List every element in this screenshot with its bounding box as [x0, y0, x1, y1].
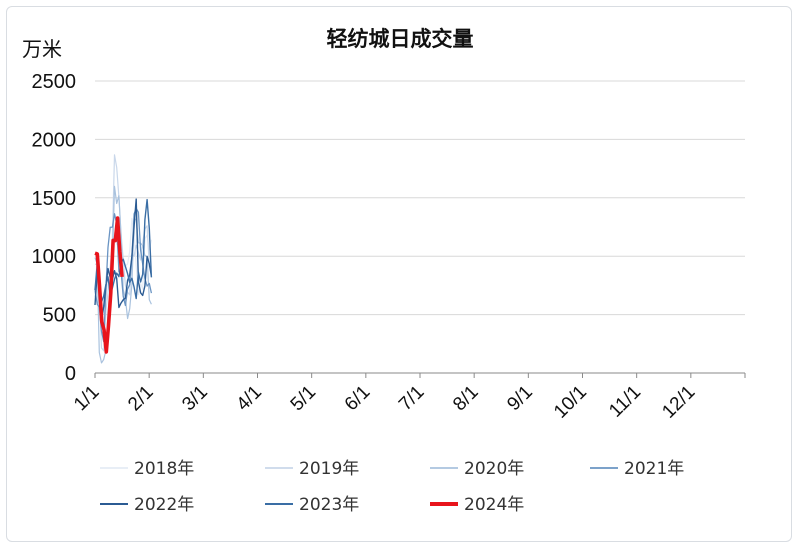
legend-label-2023年: 2023年 [299, 495, 359, 515]
series-line-2024年 [94, 216, 124, 354]
series-lines [94, 154, 153, 364]
series-line-2021年 [94, 207, 153, 343]
gridlines [95, 80, 745, 316]
x-tick-label-8/1: 8/1 [449, 382, 483, 416]
legend-label-2020年: 2020年 [464, 459, 524, 479]
series-line-2023年 [94, 198, 153, 303]
x-tick-label-6/1: 6/1 [341, 382, 375, 416]
y-tick-label-1500: 1500 [32, 188, 77, 210]
y-axis-ticks: 0 500 1000 1500 2000 2500 [32, 71, 77, 385]
legend-label-2018年: 2018年 [134, 459, 194, 479]
legend: 2018年 2019年 2020年 2021年 2022年 2023年 2024年 [100, 459, 684, 515]
y-tick-label-1000: 1000 [32, 246, 77, 268]
x-tick-label-11/1: 11/1 [605, 382, 645, 422]
x-tick-label-1/1: 1/1 [70, 382, 104, 416]
x-axis: 1/1 2/1 3/1 4/1 5/1 6/1 7/1 8/1 9/1 10/1 11/1 12/1 [70, 372, 746, 423]
x-tick-label-9/1: 9/1 [503, 382, 537, 416]
y-tick-label-0: 0 [65, 363, 76, 385]
chart-title: 轻纺城日成交量 [327, 27, 474, 51]
series-line-2022年 [94, 198, 153, 322]
x-tick-label-10/1: 10/1 [550, 382, 591, 423]
y-tick-label-2500: 2500 [32, 71, 77, 93]
y-axis-unit: 万米 [22, 37, 62, 61]
x-tick-label-12/1: 12/1 [658, 382, 699, 423]
y-tick-label-2000: 2000 [32, 129, 77, 151]
y-tick-label-500: 500 [43, 305, 76, 327]
x-tick-label-4/1: 4/1 [233, 382, 267, 416]
legend-label-2022年: 2022年 [134, 495, 194, 515]
legend-label-2021年: 2021年 [624, 459, 684, 479]
legend-label-2019年: 2019年 [299, 459, 359, 479]
x-tick-label-2/1: 2/1 [124, 382, 158, 416]
legend-label-2024年: 2024年 [464, 495, 524, 515]
x-tick-label-5/1: 5/1 [287, 382, 321, 416]
x-tick-label-7/1: 7/1 [395, 382, 429, 416]
x-tick-label-3/1: 3/1 [178, 382, 212, 416]
